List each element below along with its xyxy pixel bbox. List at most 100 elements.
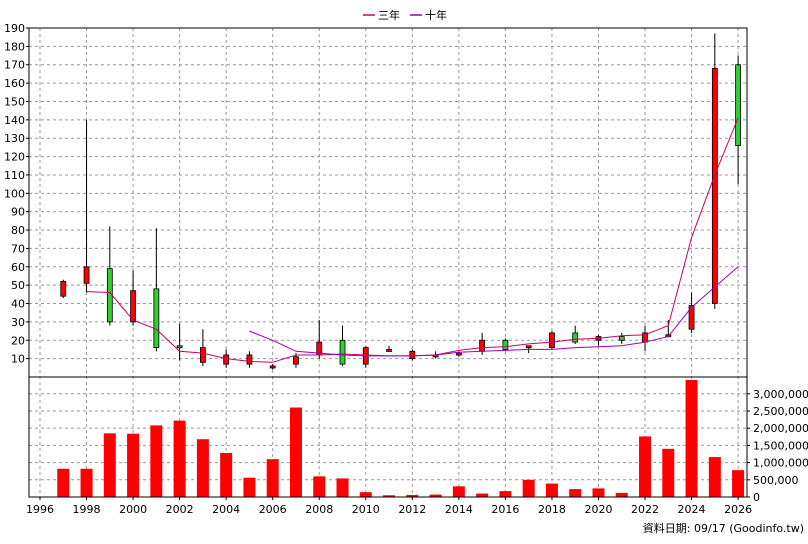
volume-bar xyxy=(569,489,582,497)
volume-bar xyxy=(173,420,186,497)
year-tick-label: 2026 xyxy=(724,503,752,516)
candle-body xyxy=(293,356,299,365)
volume-bar xyxy=(476,493,489,497)
volume-bar xyxy=(545,483,558,497)
candle-body xyxy=(711,68,718,304)
volume-tick-label: 2,000,000 xyxy=(753,422,808,435)
volume-bar xyxy=(732,470,745,497)
legend: 三年 十年 xyxy=(363,8,447,22)
candles xyxy=(60,33,741,370)
volume-bar xyxy=(406,494,419,497)
volume-bar xyxy=(359,492,372,497)
volume-bar xyxy=(522,479,535,497)
price-tick-label: 190 xyxy=(4,22,25,35)
volume-tick-label: 0 xyxy=(753,491,760,504)
price-tick-label: 80 xyxy=(11,224,25,237)
year-tick-label: 2006 xyxy=(259,503,287,516)
moving-average-lines xyxy=(86,117,739,363)
volume-bar xyxy=(220,452,233,497)
grid xyxy=(29,27,747,497)
price-tick-label: 160 xyxy=(4,77,25,90)
candle-body xyxy=(246,354,253,365)
price-tick-label: 130 xyxy=(4,132,25,145)
volume-bar xyxy=(639,436,652,497)
year-tick-label: 2016 xyxy=(491,503,519,516)
price-tick-label: 20 xyxy=(11,334,25,347)
candle-body xyxy=(130,290,136,323)
price-tick-label: 100 xyxy=(4,187,25,200)
candle-body xyxy=(176,345,183,349)
volume-bar xyxy=(196,439,209,497)
volume-bar xyxy=(57,468,70,497)
volume-bar xyxy=(383,495,396,497)
volume-tick-label: 3,000,000 xyxy=(753,388,808,401)
candle-body xyxy=(386,349,392,352)
price-tick-label: 140 xyxy=(4,114,25,127)
year-tick-label: 2024 xyxy=(678,503,706,516)
price-tick-label: 60 xyxy=(11,261,25,274)
volume-bar xyxy=(615,492,628,497)
price-tick-label: 30 xyxy=(11,316,25,329)
year-tick-label: 2020 xyxy=(584,503,612,516)
volume-bar xyxy=(452,486,465,497)
year-tick-label: 1998 xyxy=(73,503,101,516)
volume-tick-label: 1,000,000 xyxy=(753,457,808,470)
volume-bar xyxy=(289,407,302,497)
footer-source: 資料日期: 09/17 (Goodinfo.tw) xyxy=(643,521,804,535)
price-tick-label: 70 xyxy=(11,242,25,255)
price-tick-label: 120 xyxy=(4,151,25,164)
candle-body xyxy=(60,281,67,297)
candle-body xyxy=(735,64,741,146)
legend-label-ma10: 十年 xyxy=(425,8,447,22)
volume-bar xyxy=(243,477,256,497)
price-tick-label: 40 xyxy=(11,298,25,311)
year-tick-label: 1996 xyxy=(26,503,54,516)
frame-border xyxy=(28,27,748,498)
legend-label-ma3: 三年 xyxy=(378,8,400,22)
year-tick-label: 2004 xyxy=(212,503,240,516)
candle-body xyxy=(479,339,486,352)
candle-body xyxy=(525,345,532,349)
candle-body xyxy=(223,354,230,365)
volume-bars xyxy=(57,380,745,497)
price-tick-label: 50 xyxy=(11,279,25,292)
candle-body xyxy=(572,332,579,343)
candle-body xyxy=(502,339,509,350)
volume-bar xyxy=(336,478,349,497)
plot-frame xyxy=(28,27,748,498)
year-tick-label: 2010 xyxy=(352,503,380,516)
candle-body xyxy=(409,350,416,360)
candle-body xyxy=(83,266,90,284)
volume-bar xyxy=(592,488,605,497)
volume-bar xyxy=(127,433,140,497)
price-axis-ticks: 10 20 30 40 50 60 70 80 90 100 110 120 130 140 150 160 1… xyxy=(4,22,29,366)
year-tick-label: 2012 xyxy=(398,503,426,516)
volume-bar xyxy=(150,425,163,497)
price-tick-label: 180 xyxy=(4,40,25,53)
year-tick-label: 2008 xyxy=(305,503,333,516)
candle-body xyxy=(153,288,160,349)
volume-bar xyxy=(103,433,116,497)
candle-body xyxy=(618,336,625,341)
year-tick-label: 2022 xyxy=(631,503,659,516)
volume-bar xyxy=(429,494,442,497)
price-tick-label: 110 xyxy=(4,169,25,182)
year-tick-label: 2002 xyxy=(166,503,194,516)
year-tick-label: 2014 xyxy=(445,503,473,516)
candle-body xyxy=(199,347,206,363)
price-tick-label: 90 xyxy=(11,206,25,219)
candle-body xyxy=(339,339,346,365)
ma10-line xyxy=(249,266,739,357)
candle-body xyxy=(688,304,695,330)
volume-bar xyxy=(662,448,675,497)
year-tick-label: 2000 xyxy=(119,503,147,516)
year-axis-ticks: 1996 1998 2000 2002 2004 2006 2008 2010 2012 2014… xyxy=(26,497,752,516)
candle-body xyxy=(455,352,462,356)
volume-bar xyxy=(80,468,93,497)
volume-tick-label: 1,500,000 xyxy=(753,439,808,452)
price-tick-label: 170 xyxy=(4,59,25,72)
volume-axis-ticks: 0 500,000 1,000,000 1,500,000 2,000,000 2,500… xyxy=(747,388,808,504)
volume-bar xyxy=(266,459,279,497)
